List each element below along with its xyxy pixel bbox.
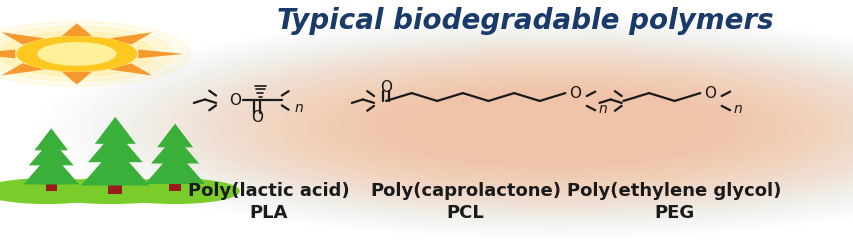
Text: Poly(lactic acid): Poly(lactic acid) (188, 182, 350, 200)
Ellipse shape (0, 179, 111, 203)
Ellipse shape (367, 87, 742, 168)
Text: O: O (229, 93, 241, 108)
Ellipse shape (307, 74, 802, 181)
Polygon shape (34, 128, 68, 150)
Ellipse shape (387, 91, 722, 163)
Ellipse shape (514, 119, 595, 136)
Polygon shape (109, 63, 152, 75)
Ellipse shape (521, 120, 588, 135)
Ellipse shape (447, 104, 662, 150)
Ellipse shape (334, 80, 775, 175)
Text: n: n (733, 102, 741, 116)
Text: n: n (294, 101, 303, 115)
Text: Poly(ethylene glycol): Poly(ethylene glycol) (566, 182, 781, 200)
Ellipse shape (354, 84, 755, 171)
Ellipse shape (454, 106, 655, 149)
Ellipse shape (494, 114, 615, 140)
Ellipse shape (414, 97, 695, 158)
Circle shape (0, 32, 154, 76)
Ellipse shape (467, 109, 641, 146)
Polygon shape (138, 49, 183, 58)
Ellipse shape (534, 123, 575, 132)
Ellipse shape (461, 107, 648, 147)
Text: O: O (704, 86, 716, 101)
Ellipse shape (400, 94, 709, 160)
Ellipse shape (380, 90, 728, 165)
Circle shape (0, 21, 190, 86)
FancyBboxPatch shape (45, 180, 57, 191)
Text: PCL: PCL (446, 204, 484, 222)
Ellipse shape (501, 116, 608, 139)
Ellipse shape (320, 77, 789, 178)
Ellipse shape (427, 100, 682, 155)
Ellipse shape (474, 110, 635, 145)
Text: O: O (380, 80, 392, 95)
Circle shape (38, 43, 116, 65)
Ellipse shape (111, 179, 239, 203)
Text: Poly(caprolactone): Poly(caprolactone) (369, 182, 560, 200)
Polygon shape (109, 32, 152, 45)
Text: n: n (598, 102, 606, 116)
Ellipse shape (340, 81, 769, 173)
Ellipse shape (441, 103, 668, 152)
Polygon shape (145, 149, 205, 184)
Ellipse shape (481, 111, 628, 143)
Ellipse shape (313, 75, 796, 179)
Polygon shape (61, 72, 92, 85)
Text: O: O (569, 86, 581, 101)
Ellipse shape (347, 83, 762, 172)
Text: PEG: PEG (653, 204, 694, 222)
Ellipse shape (38, 179, 183, 203)
Ellipse shape (548, 126, 561, 129)
Circle shape (0, 26, 172, 81)
Text: PLA: PLA (250, 204, 287, 222)
Polygon shape (81, 146, 149, 185)
Polygon shape (2, 63, 44, 75)
Polygon shape (61, 23, 92, 36)
Polygon shape (2, 32, 44, 45)
Ellipse shape (434, 101, 675, 153)
Ellipse shape (541, 124, 568, 130)
Circle shape (17, 37, 136, 71)
Ellipse shape (528, 122, 581, 133)
Polygon shape (23, 152, 79, 184)
Ellipse shape (360, 86, 749, 169)
Ellipse shape (421, 98, 688, 156)
Polygon shape (29, 139, 73, 165)
Polygon shape (151, 135, 199, 163)
Ellipse shape (300, 73, 809, 182)
Ellipse shape (327, 78, 782, 176)
Polygon shape (95, 117, 136, 144)
Ellipse shape (374, 88, 735, 166)
Polygon shape (88, 130, 142, 162)
Ellipse shape (394, 93, 715, 162)
Ellipse shape (407, 96, 702, 159)
FancyBboxPatch shape (169, 179, 181, 191)
Ellipse shape (293, 71, 815, 184)
FancyBboxPatch shape (108, 180, 122, 194)
Ellipse shape (508, 117, 601, 137)
Ellipse shape (488, 113, 621, 142)
Text: Typical biodegradable polymers: Typical biodegradable polymers (276, 7, 773, 35)
Text: O: O (251, 110, 263, 125)
Polygon shape (157, 124, 193, 147)
Polygon shape (0, 49, 15, 58)
